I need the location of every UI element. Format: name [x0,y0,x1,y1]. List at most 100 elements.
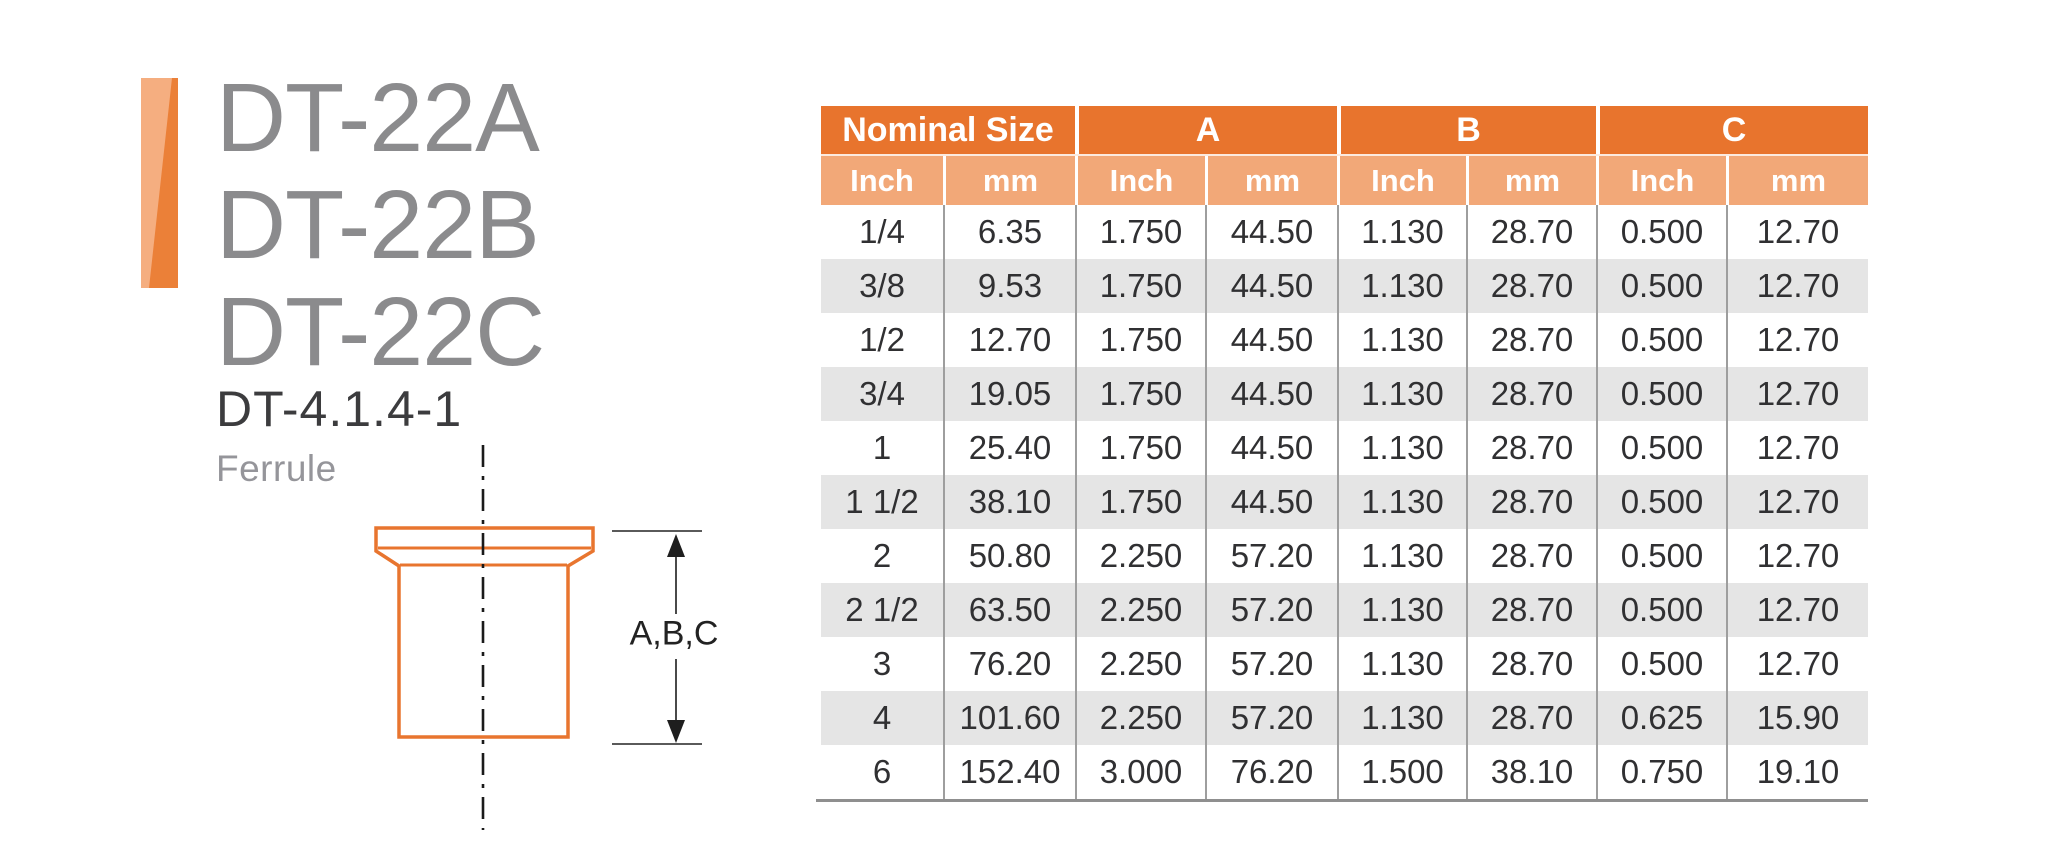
table-cell: 1 1/2 [845,483,919,520]
table-cell: 4 [872,699,892,736]
table-cell: 63.50 [943,583,1075,637]
table-cell: 1/4 [859,213,905,250]
table-row: 6 152.40 3.000 76.20 1.500 38.10 0.750 19.10 [821,745,1868,799]
table-row: 2 1/2 63.50 2.250 57.20 1.130 28.70 0.500 12.70 [821,583,1868,637]
table-cell: 12.70 [1726,529,1868,583]
table-cell: 9.53 [943,259,1075,313]
table-row: 4 101.60 2.250 57.20 1.130 28.70 0.625 15.90 [821,691,1868,745]
table-cell: 1.750 [1075,205,1205,259]
table-cell: 57.20 [1205,529,1337,583]
table-cell: 38.10 [943,475,1075,529]
table-cell: 2.250 [1075,637,1205,691]
dimension-label: A,B,C [629,614,719,653]
table-cell: 1.130 [1337,529,1466,583]
arrow-up-icon [667,534,685,557]
unit-header-cell: mm [943,156,1075,205]
unit-header-cell: Inch [1596,156,1726,205]
table-cell: 28.70 [1466,367,1596,421]
table-cell: 28.70 [1466,637,1596,691]
table-cell: 152.40 [943,745,1075,799]
table-cell: 3 [872,645,892,682]
table-cell: 1.500 [1337,745,1466,799]
table-cell: 38.10 [1466,745,1596,799]
group-header-cell: B [1337,106,1596,154]
table-cell: 1.750 [1075,475,1205,529]
unit-header-cell: Inch [850,162,914,198]
table-cell: 44.50 [1205,475,1337,529]
table-cell: 0.500 [1596,259,1726,313]
table-cell: 0.500 [1596,313,1726,367]
table-cell: 2.250 [1075,691,1205,745]
table-cell: 19.10 [1726,745,1868,799]
table-cell: 28.70 [1466,205,1596,259]
table-cell: 57.20 [1205,583,1337,637]
table-row: 1 25.40 1.750 44.50 1.130 28.70 0.500 12.70 [821,421,1868,475]
group-header-cell: C [1596,106,1868,154]
table-cell: 1.130 [1337,367,1466,421]
spec-table: Nominal Size A B C Inch mm Inch mm Inch mm Inch mm… [816,106,1868,802]
table-cell: 12.70 [1726,475,1868,529]
table-cell: 1.750 [1075,259,1205,313]
table-bottom-border [816,799,1868,802]
table-cell: 12.70 [1726,583,1868,637]
table-cell: 44.50 [1205,205,1337,259]
unit-header-cell: mm [1726,156,1868,205]
table-cell: 12.70 [1726,421,1868,475]
group-header-cell: A [1075,106,1337,154]
table-group-header-row: Nominal Size A B C [821,106,1868,156]
arrow-down-icon [667,720,685,743]
table-cell: 28.70 [1466,259,1596,313]
table-cell: 28.70 [1466,691,1596,745]
table-row: 3 76.20 2.250 57.20 1.130 28.70 0.500 12.70 [821,637,1868,691]
table-cell: 19.05 [943,367,1075,421]
table-row: 1 1/2 38.10 1.750 44.50 1.130 28.70 0.500 12.70 [821,475,1868,529]
table-cell: 2 1/2 [845,591,919,628]
table-cell: 0.500 [1596,529,1726,583]
table-cell: 6 [872,753,892,790]
table-cell: 1.750 [1075,313,1205,367]
table-cell: 1.130 [1337,259,1466,313]
table-cell: 1.130 [1337,691,1466,745]
part-name: Ferrule [216,448,337,489]
model-title-3: DT-22C [216,277,545,386]
unit-header-cell: Inch [1075,156,1205,205]
table-cell: 6.35 [943,205,1075,259]
model-title-2: DT-22B [216,170,540,279]
model-title-1: DT-22A [216,63,540,172]
table-cell: 0.500 [1596,421,1726,475]
table-cell: 44.50 [1205,259,1337,313]
table-cell: 2 [872,537,892,574]
table-cell: 0.500 [1596,205,1726,259]
table-cell: 101.60 [943,691,1075,745]
table-cell: 12.70 [1726,259,1868,313]
table-cell: 15.90 [1726,691,1868,745]
table-cell: 25.40 [943,421,1075,475]
table-cell: 1.130 [1337,475,1466,529]
table-cell: 28.70 [1466,313,1596,367]
unit-header-cell: mm [1466,156,1596,205]
table-cell: 12.70 [1726,205,1868,259]
table-cell: 0.500 [1596,367,1726,421]
table-row: 1/2 12.70 1.750 44.50 1.130 28.70 0.500 12.70 [821,313,1868,367]
table-cell: 1.130 [1337,421,1466,475]
table-cell: 1.130 [1337,313,1466,367]
table-cell: 12.70 [1726,367,1868,421]
table-row: 3/8 9.53 1.750 44.50 1.130 28.70 0.500 12.70 [821,259,1868,313]
table-cell: 28.70 [1466,583,1596,637]
table-cell: 1 [872,429,892,466]
unit-header-cell: mm [1205,156,1337,205]
table-cell: 1.130 [1337,637,1466,691]
table-cell: 0.500 [1596,475,1726,529]
table-cell: 3/8 [859,267,905,304]
table-cell: 76.20 [943,637,1075,691]
table-unit-header-row: Inch mm Inch mm Inch mm Inch mm [821,156,1868,205]
unit-header-cell: Inch [1337,156,1466,205]
table-cell: 3/4 [859,375,905,412]
table-cell: 50.80 [943,529,1075,583]
dimension-lines [612,530,702,745]
table-cell: 0.500 [1596,583,1726,637]
table-cell: 44.50 [1205,313,1337,367]
table-cell: 12.70 [1726,637,1868,691]
